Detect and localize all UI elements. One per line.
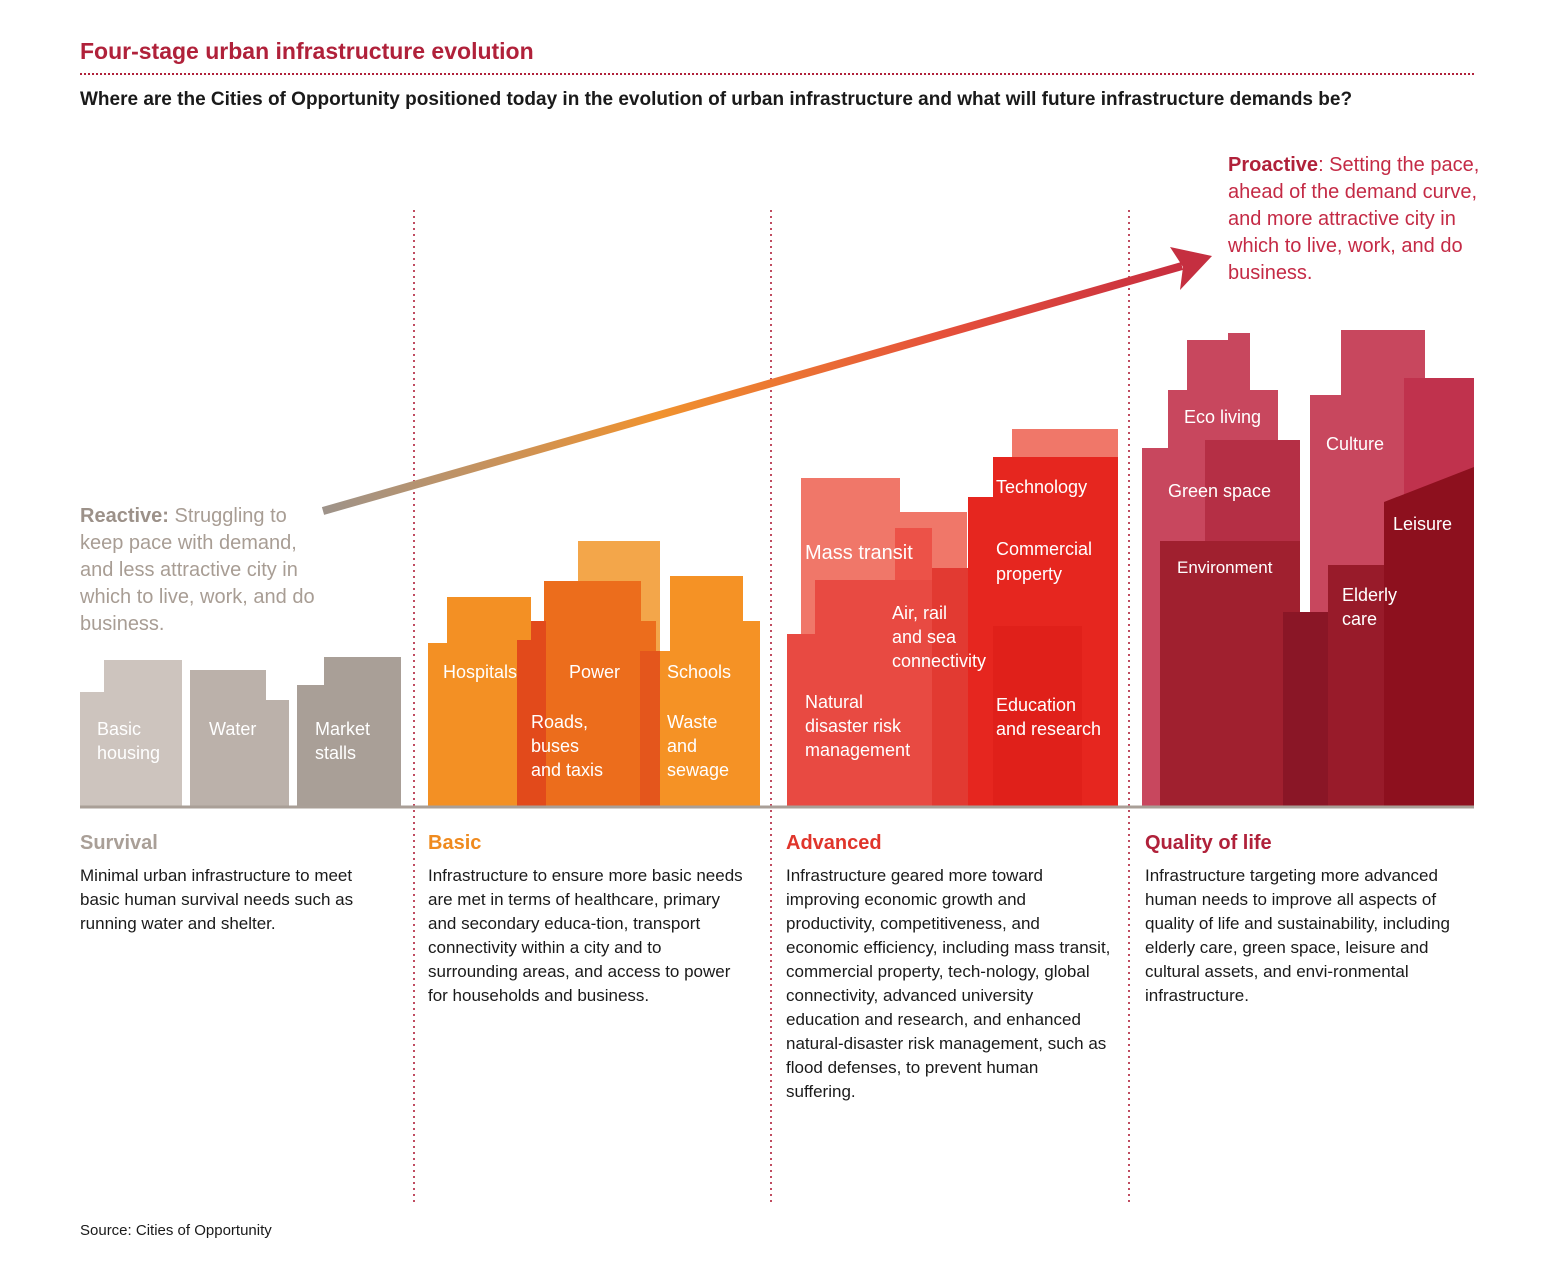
stage-desc-survival: Minimal urban infrastructure to meet bas… <box>80 866 354 933</box>
building-natural-disaster <box>787 580 934 807</box>
stage-title-basic: Basic <box>428 832 482 854</box>
label-basic-housing: Basic housing <box>97 719 160 763</box>
building-roads <box>517 621 546 807</box>
stage-desc-advanced: Infrastructure geared more toward improv… <box>786 866 1111 1101</box>
chart-subtitle: Where are the Cities of Opportunity posi… <box>80 89 1353 110</box>
building-elderly-care <box>1283 612 1342 807</box>
building-elderly-front <box>1328 565 1384 807</box>
building-water <box>190 670 289 807</box>
building-waste-dark <box>640 651 660 807</box>
title-divider <box>80 73 1474 75</box>
chart-title: Four-stage urban infrastructure evolutio… <box>80 38 534 64</box>
quality-buildings <box>1142 330 1474 807</box>
label-eco-living: Eco living <box>1184 407 1261 427</box>
stage-title-survival: Survival <box>80 832 158 854</box>
label-environment: Environment <box>1177 558 1273 577</box>
label-mass-transit: Mass transit <box>805 542 913 564</box>
building-market-stalls <box>297 657 401 807</box>
building-environment <box>1160 541 1300 807</box>
building-education <box>993 626 1082 807</box>
label-green-space: Green space <box>1168 481 1271 501</box>
building-power <box>544 581 656 807</box>
label-air-rail: Air, rail and sea connectivity <box>892 603 986 671</box>
proactive-label: Proactive <box>1228 154 1319 176</box>
building-basic-housing <box>80 660 182 807</box>
basic-buildings <box>428 541 760 807</box>
source-note: Source: Cities of Opportunity <box>80 1222 272 1239</box>
reactive-text: Struggling to keep pace with demand, and… <box>80 505 315 635</box>
trend-arrow <box>321 247 1212 515</box>
arrow-head-icon <box>1170 247 1212 290</box>
label-hospitals: Hospitals <box>443 662 517 682</box>
label-natural-disaster: Natural disaster risk management <box>805 692 910 760</box>
survival-buildings <box>80 657 401 807</box>
label-water: Water <box>209 719 256 739</box>
building-leisure <box>1384 467 1474 807</box>
label-education: Education and research <box>996 695 1101 739</box>
label-schools: Schools <box>667 662 731 682</box>
label-culture: Culture <box>1326 434 1384 454</box>
proactive-text: : Setting the pace, ahead of the demand … <box>1228 154 1480 284</box>
label-waste: Waste and sewage <box>667 712 729 780</box>
label-commercial: Commercial property <box>996 539 1092 584</box>
reactive-label: Reactive: <box>80 505 169 527</box>
stage-title-advanced: Advanced <box>786 832 882 854</box>
reactive-callout: Reactive: Struggling to keep pace with d… <box>80 503 335 638</box>
label-power: Power <box>569 662 620 682</box>
advanced-buildings <box>787 429 1118 807</box>
stage-title-quality: Quality of life <box>1145 832 1272 854</box>
label-technology: Technology <box>996 477 1087 497</box>
label-elderly-care: Elderly care <box>1342 585 1397 629</box>
stage-desc-quality: Infrastructure targeting more advanced h… <box>1145 866 1450 1005</box>
label-leisure: Leisure <box>1393 514 1452 534</box>
proactive-callout: Proactive: Setting the pace, ahead of th… <box>1228 152 1488 287</box>
label-roads: Roads, buses and taxis <box>531 712 603 780</box>
stage-desc-basic: Infrastructure to ensure more basic need… <box>428 866 743 1005</box>
label-market-stalls: Market stalls <box>315 719 370 763</box>
